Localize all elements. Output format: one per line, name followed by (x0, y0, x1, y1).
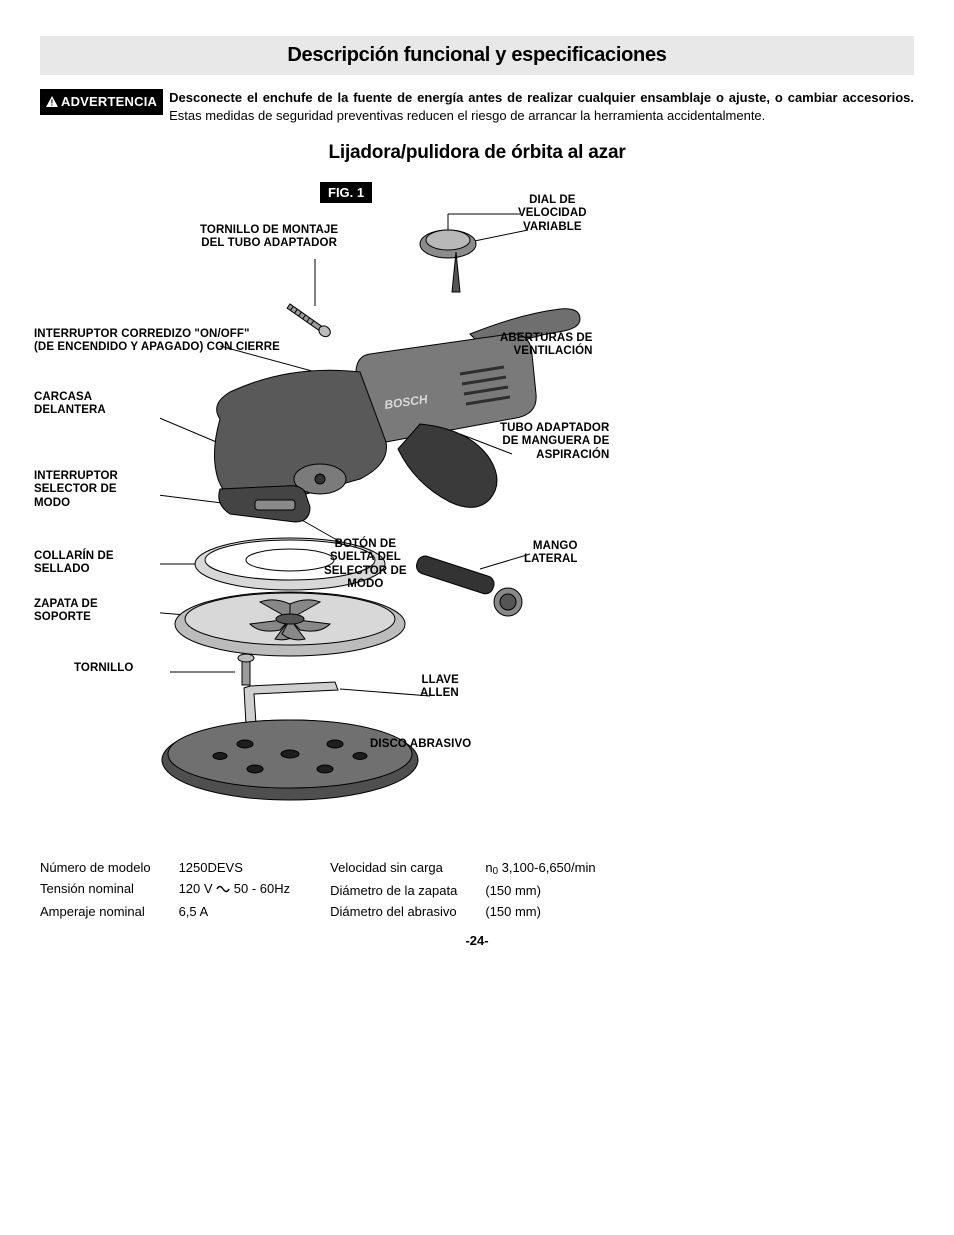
spec-value: 1250DEVS (179, 860, 291, 875)
callout-carcasa: CARCASADELANTERA (34, 391, 134, 417)
warning-bold: Desconecte el enchufe de la fuente de en… (169, 90, 914, 105)
spec-value: 120 V 50 - 60Hz (179, 881, 291, 897)
page-number: -24- (40, 933, 914, 948)
figure-label: FIG. 1 (320, 182, 372, 203)
spec-value: 6,5 A (179, 904, 291, 919)
spec-value: (150 mm) (485, 883, 595, 898)
warning-triangle-icon: ! (46, 94, 58, 112)
callout-zapata: ZAPATA DESOPORTE (34, 598, 126, 624)
section-title: Descripción funcional y especificaciones (40, 44, 914, 67)
spec-label: Diámetro del abrasivo (330, 904, 457, 919)
callout-collarin: COLLARÍN DESELLADO (34, 550, 134, 576)
callout-mango: MANGOLATERAL (524, 540, 578, 566)
spec-label: Número de modelo (40, 860, 151, 875)
callout-dial: DIAL DEVELOCIDADVARIABLE (518, 194, 587, 234)
callout-allen: LLAVEALLEN (420, 674, 459, 700)
callout-tornillo: TORNILLO (74, 662, 154, 675)
callout-tornillo_tubo: TORNILLO DE MONTAJEDEL TUBO ADAPTADOR (200, 224, 338, 250)
diagram: FIG. 1 (40, 174, 914, 854)
callout-tubo_adapt: TUBO ADAPTADORDE MANGUERA DEASPIRACIÓN (500, 422, 609, 462)
warning-text: Desconecte el enchufe de la fuente de en… (169, 90, 914, 123)
spec-value: n0 3,100-6,650/min (485, 860, 595, 877)
section-title-bar: Descripción funcional y especificaciones (40, 36, 914, 75)
warning-rest: Estas medidas de seguridad preventivas r… (169, 108, 765, 123)
callout-aberturas: ABERTURAS DEVENTILACIÓN (500, 332, 593, 358)
warning-badge-label: ADVERTENCIA (61, 94, 157, 109)
svg-text:!: ! (50, 98, 53, 108)
page: Descripción funcional y especificaciones… (0, 0, 954, 968)
warning-badge: ! ADVERTENCIA (40, 89, 163, 115)
callout-boton_suelta: BOTÓN DESUELTA DELSELECTOR DEMODO (324, 538, 407, 591)
warning-block: ! ADVERTENCIA Desconecte el enchufe de l… (40, 89, 914, 124)
callout-disco: DISCO ABRASIVO (370, 738, 471, 751)
specs-col-1: Número de modelo 1250DEVS Tensión nominal 1… (40, 860, 290, 919)
callout-interruptor_corr: INTERRUPTOR CORREDIZO "ON/OFF"(DE ENCEND… (34, 328, 334, 354)
spec-label: Diámetro de la zapata (330, 883, 457, 898)
specs-col-2: Velocidad sin carga n0 3,100-6,650/min Diá… (330, 860, 595, 919)
callout-selector: INTERRUPTORSELECTOR DEMODO (34, 470, 130, 510)
spec-value: (150 mm) (485, 904, 595, 919)
subtitle: Lijadora/pulidora de órbita al azar (40, 142, 914, 164)
spec-label: Amperaje nominal (40, 904, 151, 919)
spec-label: Tensión nominal (40, 881, 151, 897)
specs-table: Número de modelo 1250DEVS Tensión nominal 1… (40, 860, 914, 919)
spec-label: Velocidad sin carga (330, 860, 457, 877)
